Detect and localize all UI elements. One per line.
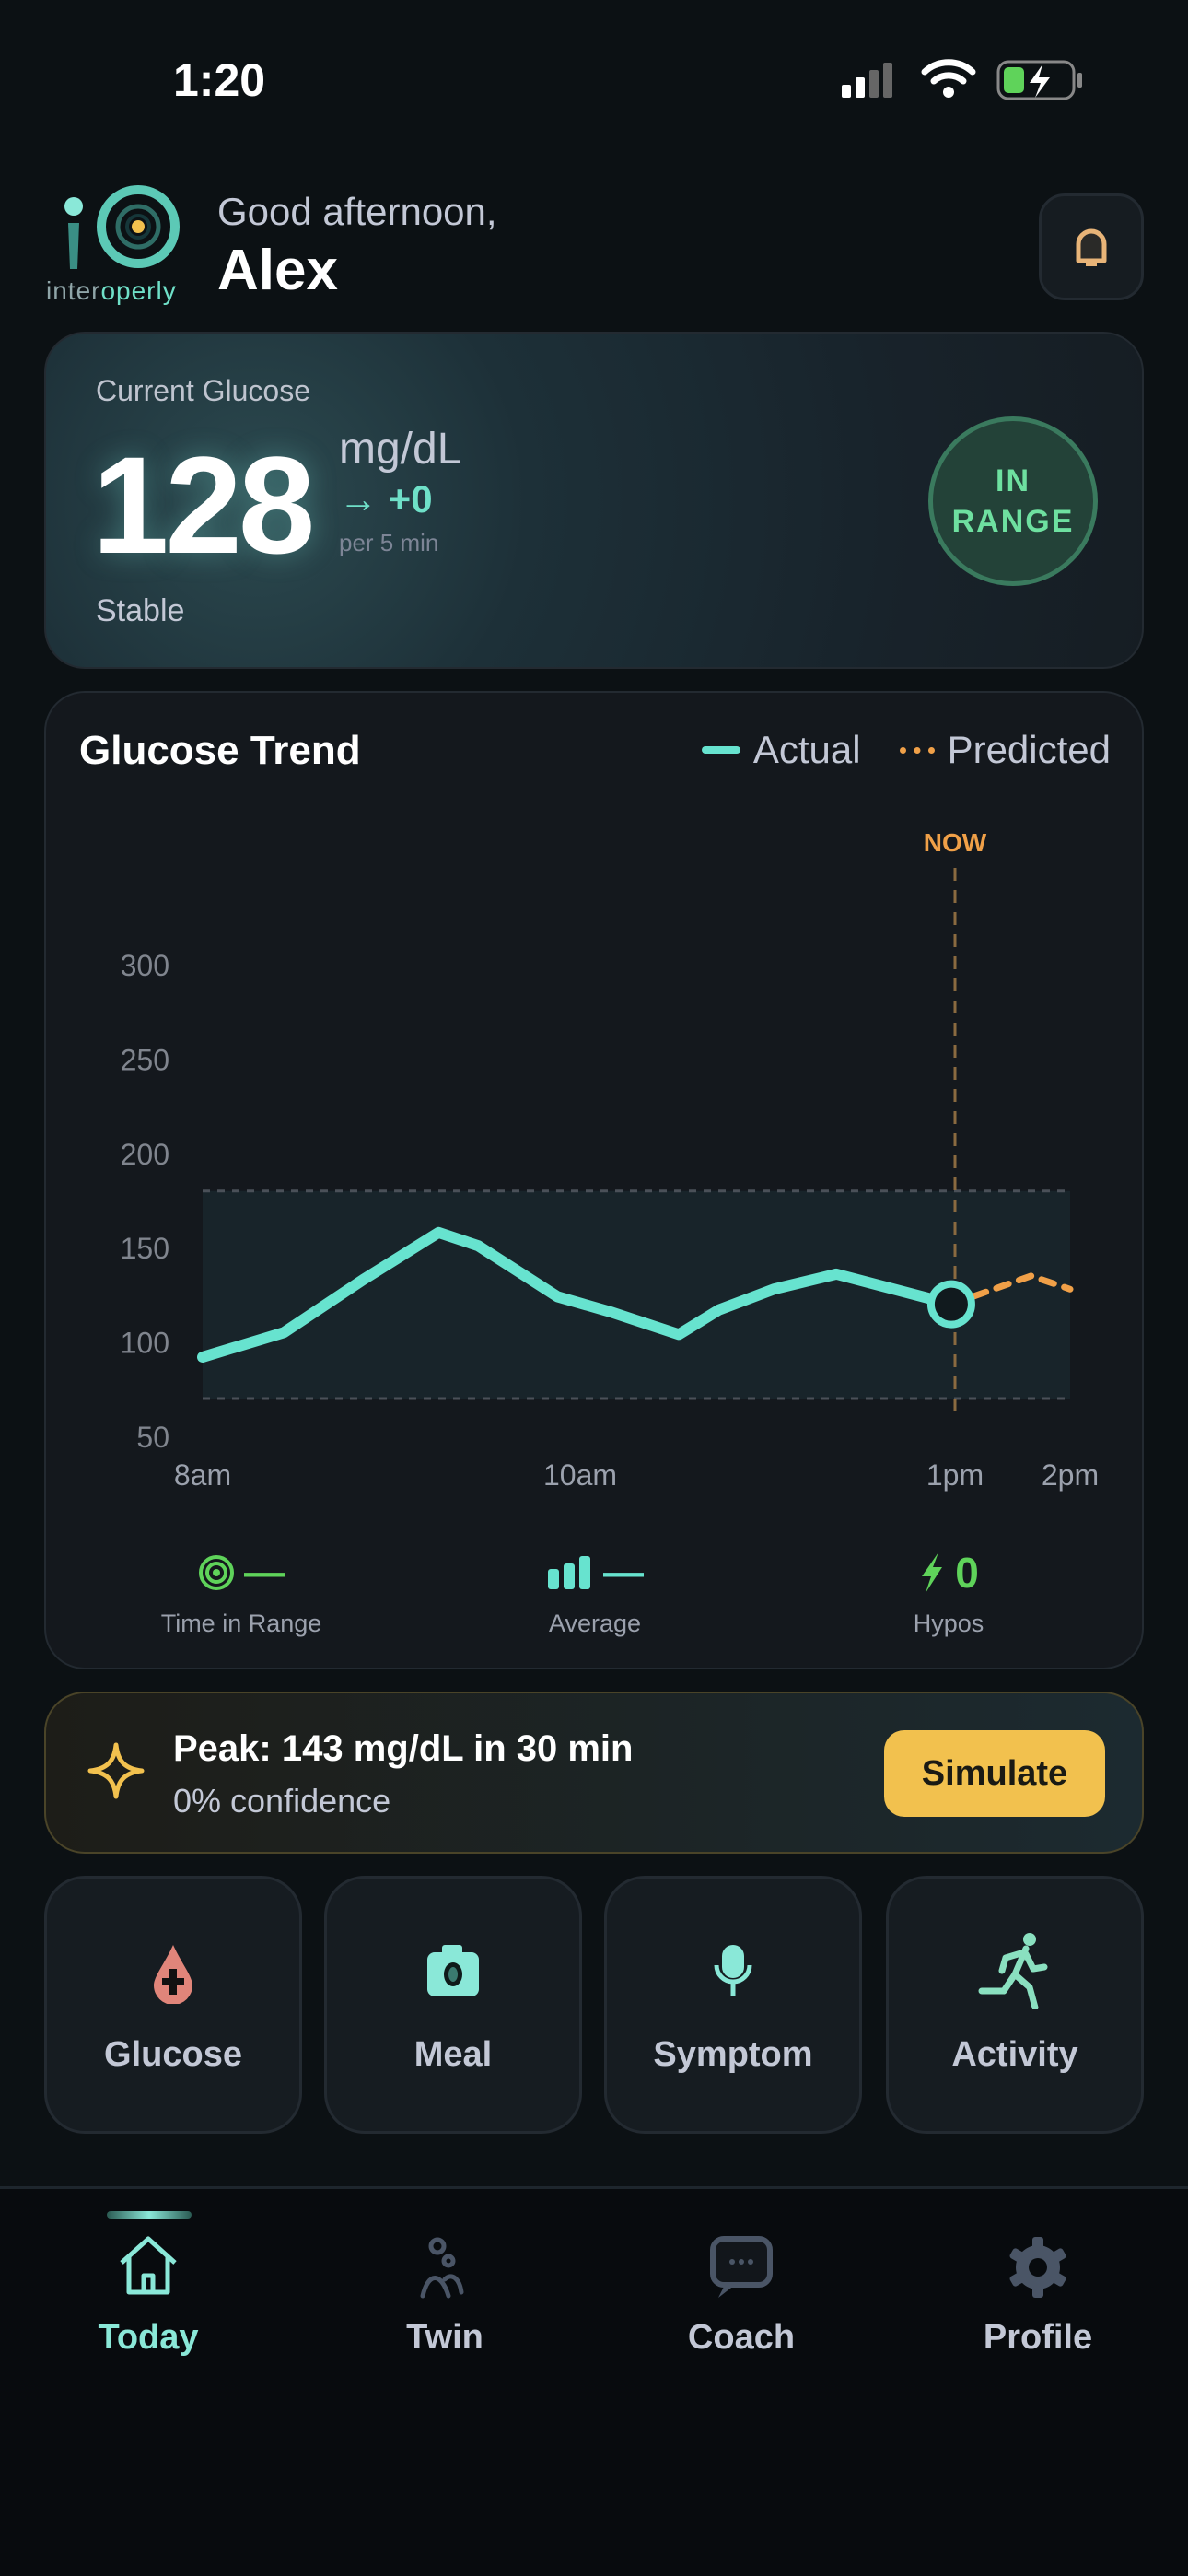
glucose-trend-card: Glucose Trend Actual Predicted 300 250 200… [44, 691, 1144, 1669]
action-label: Activity [951, 2035, 1078, 2074]
badge-line-1: IN [996, 463, 1031, 498]
action-label: Symptom [653, 2035, 813, 2074]
stat-value: — [603, 1550, 644, 1595]
tab-profile[interactable]: Profile [890, 2189, 1186, 2392]
blood-drop-icon [154, 1945, 192, 2004]
now-label: NOW [924, 828, 987, 857]
stats-row: — Time in Range — Average 0 Hypos [46, 1545, 1142, 1646]
trend-arrow-icon: → [339, 477, 378, 521]
x-tick-label: 2pm [1042, 1458, 1099, 1492]
stat-label: Average [548, 1610, 642, 1637]
lightning-icon [922, 1552, 943, 1593]
stat-value: — [244, 1550, 285, 1595]
legend-predicted-swatch [899, 746, 935, 754]
active-tab-indicator [107, 2211, 192, 2219]
current-glucose-label: Current Glucose [96, 374, 310, 407]
current-glucose-card[interactable]: Current Glucose 128 mg/dL → +0 per 5 min… [44, 332, 1144, 669]
x-tick-label: 10am [543, 1458, 617, 1492]
y-tick-label: 50 [136, 1421, 169, 1454]
chat-bubble-icon [710, 2236, 773, 2298]
stat-label: Hypos [913, 1610, 984, 1637]
in-range-badge: IN RANGE [928, 416, 1098, 586]
log-activity-button[interactable]: Activity [886, 1876, 1144, 2134]
current-point-marker [926, 1280, 975, 1329]
peak-confidence: 0% confidence [173, 1782, 391, 1820]
tab-label: Today [98, 2318, 199, 2357]
peak-prediction-card: Peak: 143 mg/dL in 30 min 0% confidence … [44, 1692, 1144, 1854]
log-symptom-button[interactable]: Symptom [604, 1876, 862, 2134]
logo-text-accent: operly [100, 276, 177, 305]
log-glucose-button[interactable]: Glucose [44, 1876, 302, 2134]
notifications-button[interactable] [1039, 193, 1144, 300]
simulate-button[interactable]: Simulate [884, 1730, 1105, 1817]
x-tick-label: 8am [174, 1458, 231, 1492]
camera-icon [427, 1945, 479, 1996]
home-icon [120, 2236, 177, 2295]
bar-chart-icon [548, 1556, 590, 1589]
trend-title: Glucose Trend [79, 728, 361, 773]
delta-unit: per 5 min [339, 529, 439, 556]
tab-coach[interactable]: Coach [593, 2189, 890, 2392]
badge-line-2: RANGE [951, 504, 1075, 539]
glucose-state: Stable [96, 593, 185, 628]
twin-icon [420, 2237, 464, 2299]
battery-charging-icon [996, 60, 1082, 100]
stat-label: Time in Range [160, 1610, 322, 1637]
y-tick-label: 100 [121, 1327, 169, 1360]
glucose-delta: +0 [388, 477, 433, 521]
chart-legend: Actual Predicted [701, 728, 1111, 772]
running-icon [978, 1933, 1048, 2009]
tab-label: Profile [983, 2318, 1093, 2357]
status-time: 1:20 [173, 54, 266, 106]
stat-hypos: 0 Hypos [810, 1545, 1087, 1638]
y-tick-label: 250 [121, 1043, 169, 1076]
microphone-icon [714, 1945, 752, 1996]
stat-time-in-range: — Time in Range [103, 1545, 379, 1638]
x-tick-label: 1pm [926, 1458, 984, 1492]
peak-title: Peak: 143 mg/dL in 30 min [173, 1728, 634, 1769]
legend-actual-swatch [701, 746, 740, 754]
glucose-value: 128 [92, 427, 315, 582]
action-label: Meal [413, 2035, 493, 2074]
user-name: Alex [217, 239, 338, 302]
stat-value: 0 [955, 1549, 979, 1597]
bottom-nav: Today Twin Coach Profile [0, 2186, 1188, 2576]
wifi-icon [921, 59, 976, 98]
signal-icon [842, 63, 892, 98]
action-label: Glucose [104, 2035, 242, 2074]
tab-twin[interactable]: Twin [297, 2189, 593, 2392]
logo-text: inter [46, 276, 101, 305]
tab-label: Coach [687, 2318, 796, 2357]
sparkle-icon [87, 1742, 145, 1799]
stat-average: — Average [457, 1545, 733, 1638]
series-line-predicted [948, 1272, 1074, 1308]
glucose-unit: mg/dL [339, 425, 462, 474]
tab-today[interactable]: Today [0, 2189, 297, 2392]
target-icon [199, 1555, 234, 1590]
gear-icon [1009, 2237, 1066, 2298]
legend-actual: Actual [752, 728, 861, 771]
series-line-actual [197, 1226, 957, 1363]
log-meal-button[interactable]: Meal [324, 1876, 582, 2134]
legend-predicted: Predicted [947, 728, 1111, 771]
bell-icon [1076, 228, 1107, 266]
y-tick-label: 150 [121, 1232, 169, 1265]
greeting: Good afternoon, [217, 190, 497, 233]
y-tick-label: 200 [121, 1138, 169, 1171]
tab-label: Twin [406, 2318, 483, 2357]
y-tick-label: 300 [121, 949, 169, 982]
